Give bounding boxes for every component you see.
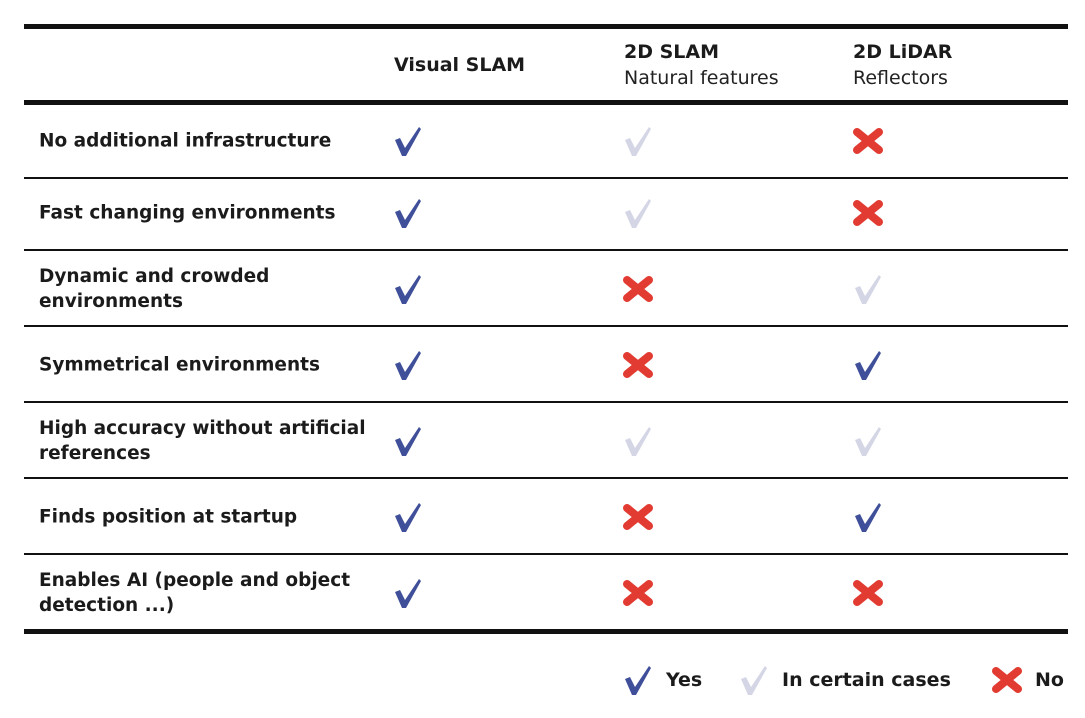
cross-icon [850,195,886,231]
checkmark-icon [390,423,426,459]
checkmark-icon [390,271,426,307]
table-top-rule [24,24,1068,29]
table-row: High accuracy without artificial referen… [24,405,1068,477]
checkmark-icon [620,423,656,459]
cross-icon [620,347,656,383]
table-row: Symmetrical environments [24,329,1068,401]
table-row: Fast changing environments [24,177,1068,249]
cross-icon [850,123,886,159]
column-title: 2D SLAM [624,41,720,63]
row-label: Dynamic and crowded environments [39,266,270,312]
checkmark-icon [850,271,886,307]
column-header-2d-lidar: 2D LiDAR Reflectors [853,39,952,91]
checkmark-icon [390,499,426,535]
checkmark-icon [390,195,426,231]
header-bottom-rule [24,100,1068,105]
legend-label: No [1035,669,1064,691]
table-bottom-rule [24,629,1068,634]
row-label: Finds position at startup [39,506,298,528]
row-divider [24,553,1068,555]
checkmark-icon [620,195,656,231]
column-subtitle: Natural features [624,67,779,89]
row-label: No additional infrastructure [39,130,332,152]
table-row: Dynamic and crowded environments [24,253,1068,325]
table-row: Finds position at startup [24,481,1068,553]
checkmark-icon [850,347,886,383]
column-header-visual-slam: Visual SLAM [394,52,525,78]
column-subtitle: Reflectors [853,67,948,89]
row-label: High accuracy without artificial referen… [39,418,366,464]
row-label: Fast changing environments [39,202,336,224]
column-title: 2D LiDAR [853,41,953,63]
checkmark-icon [736,662,772,698]
checkmark-icon [620,123,656,159]
cross-icon [989,662,1025,698]
cross-icon [620,499,656,535]
row-label: Symmetrical environments [39,354,320,376]
row-divider [24,249,1068,251]
row-divider [24,177,1068,179]
column-header-2d-slam: 2D SLAM Natural features [624,39,779,91]
row-label: Enables AI (people and object detection … [39,570,351,616]
cross-icon [850,575,886,611]
cross-icon [620,271,656,307]
checkmark-icon [850,499,886,535]
cross-icon [620,575,656,611]
column-title: Visual SLAM [394,54,526,76]
checkmark-icon [620,662,656,698]
checkmark-icon [390,347,426,383]
legend-label: In certain cases [782,669,951,691]
checkmark-icon [390,123,426,159]
row-divider [24,325,1068,327]
row-divider [24,401,1068,403]
checkmark-icon [850,423,886,459]
legend-label: Yes [666,669,703,691]
table-row: Enables AI (people and object detection … [24,557,1068,629]
table-row: No additional infrastructure [24,105,1068,177]
row-divider [24,477,1068,479]
checkmark-icon [390,575,426,611]
